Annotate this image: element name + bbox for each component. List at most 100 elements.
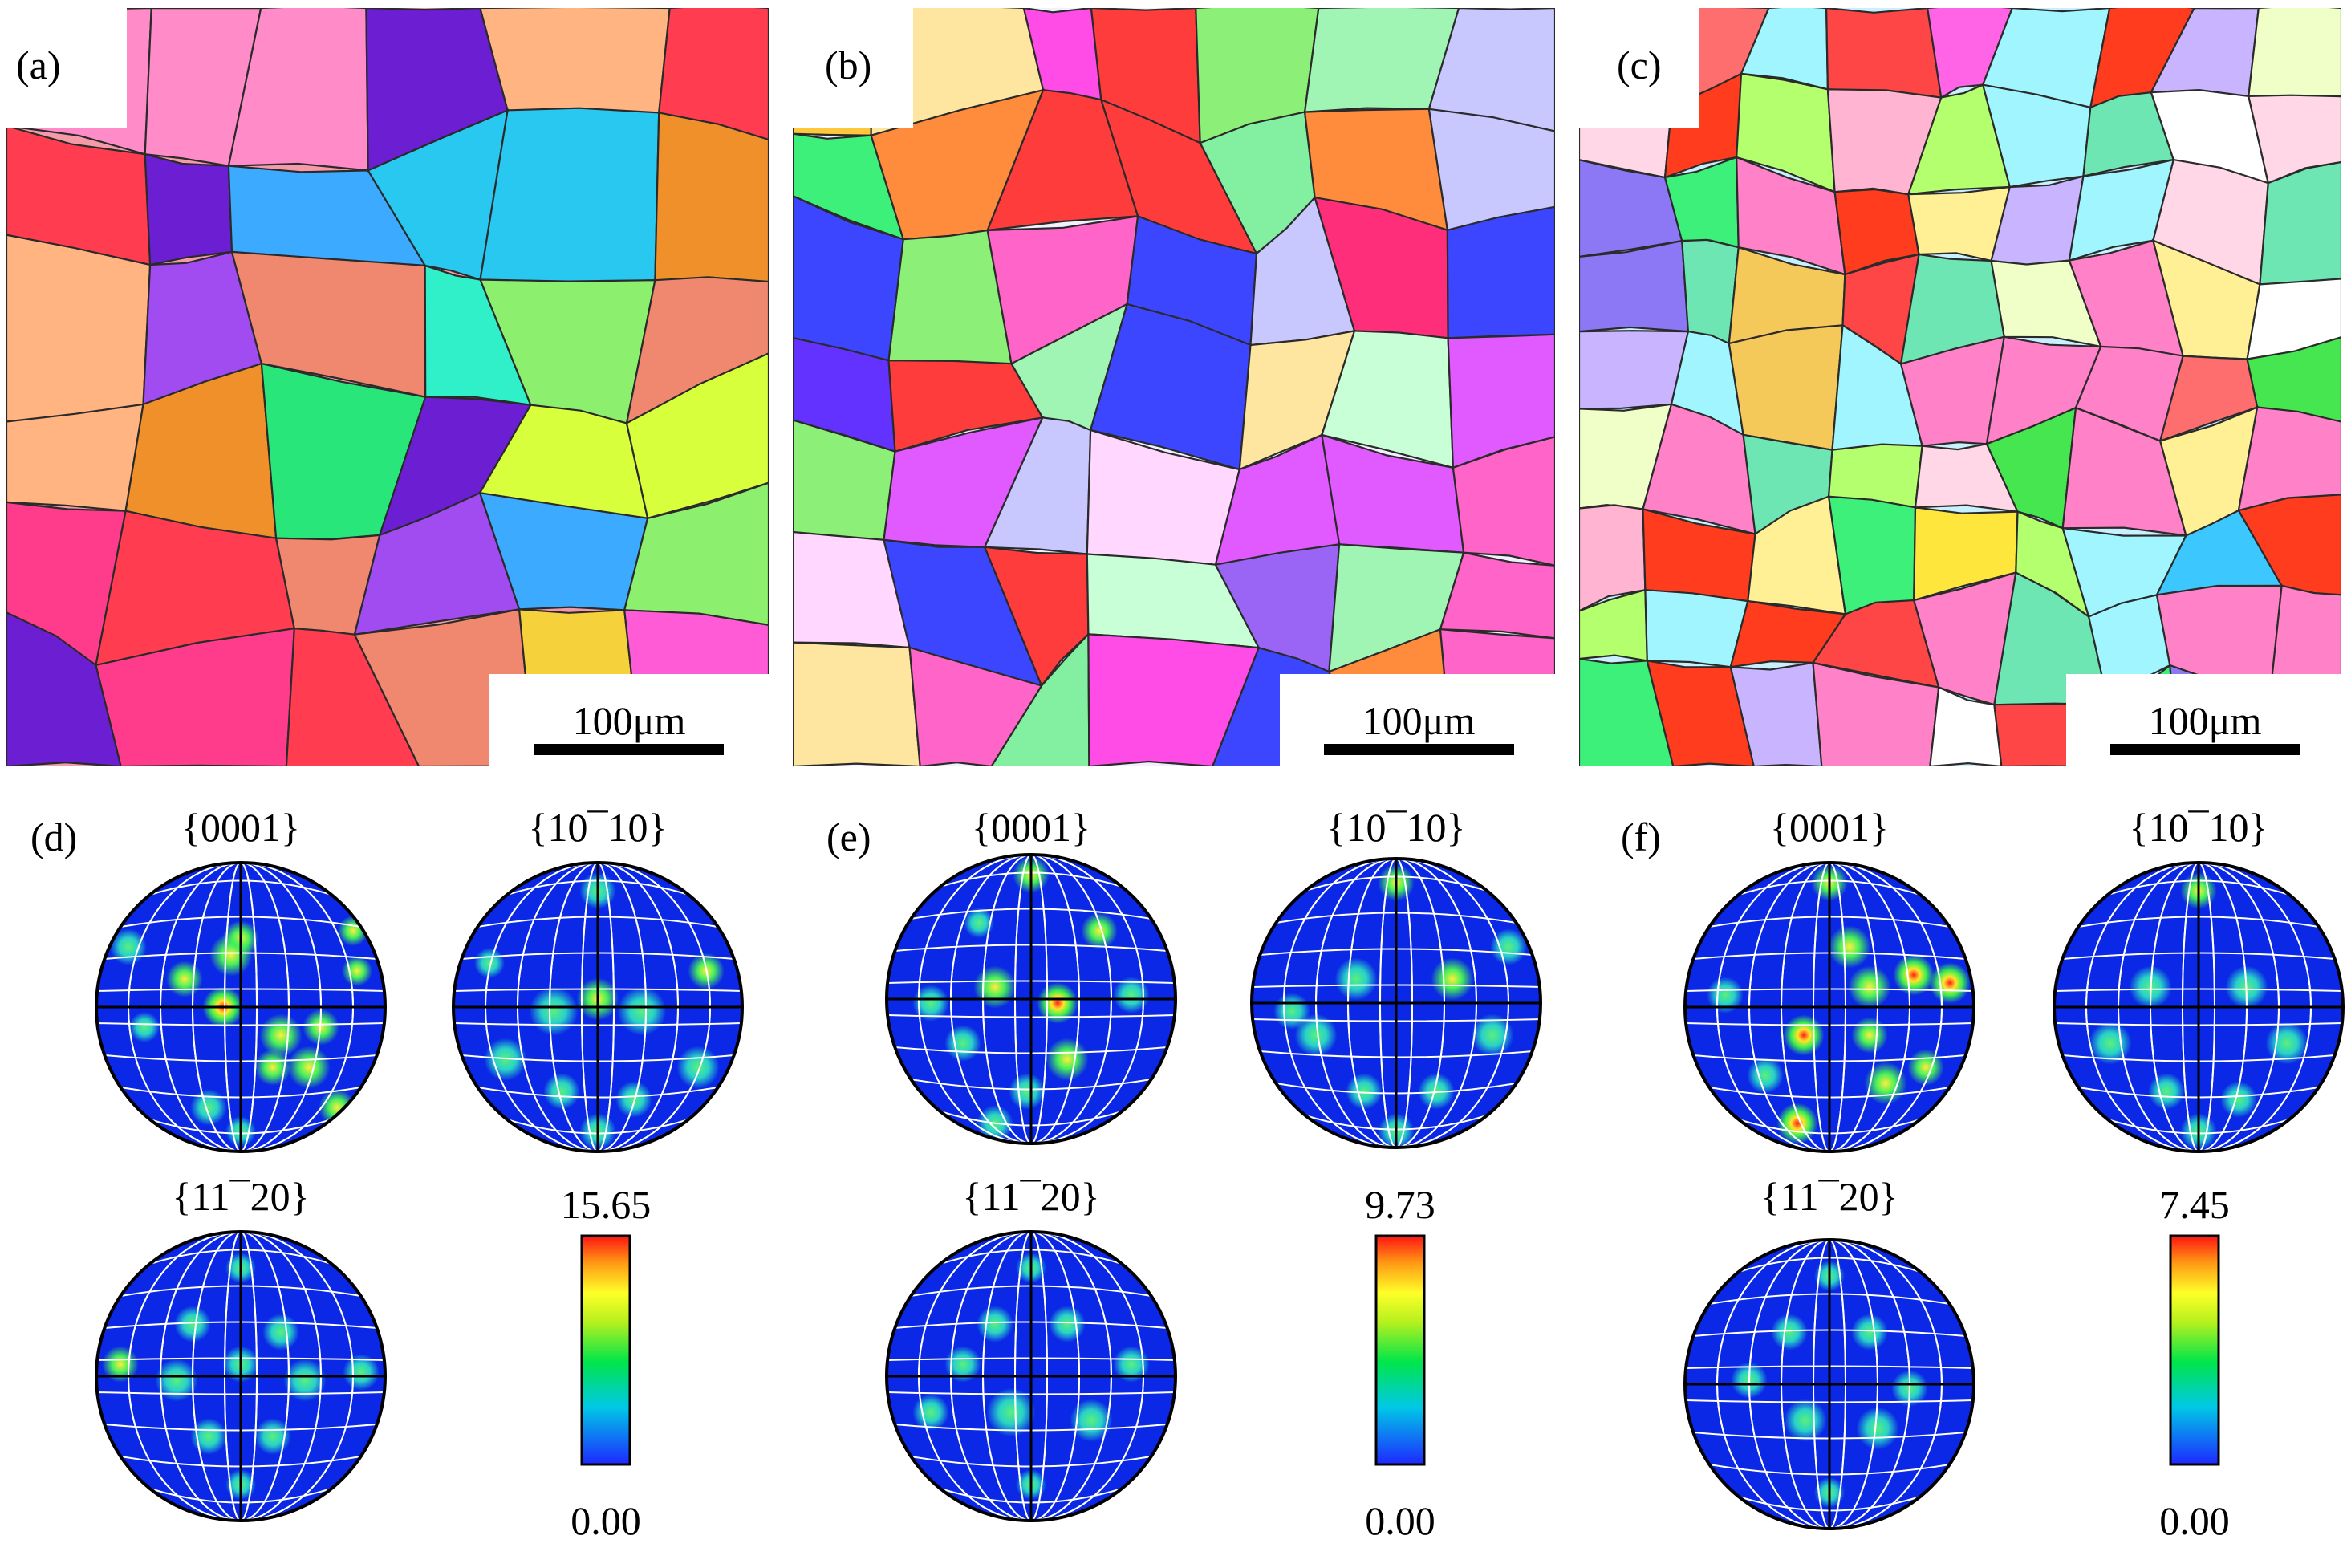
grain [793,641,921,766]
grain [6,611,122,766]
intensity-spot [129,1012,160,1042]
intensity-spot [254,1049,291,1086]
intensity-spot [1828,925,1871,969]
intensity-spot [1851,1017,1888,1054]
intensity-spot [1081,912,1118,949]
grain [1579,239,1690,333]
pf-outline [2053,861,2345,1153]
intensity-spot [615,1081,652,1118]
intensity-spot [1431,957,1474,1001]
pole-figure-0001-f [1683,861,1975,1153]
pf-title-0001-d: {0001} [181,805,300,850]
intensity-spot [174,1306,211,1343]
pole-figure-1010-e [1250,857,1542,1149]
pole-figure-1120-d [95,1230,387,1522]
intensity-spot [1893,954,1935,996]
intensity-spot [973,965,1017,1009]
colorbar-max-f: 7.45 [2159,1182,2230,1227]
grain [479,107,660,283]
intensity-spot [617,986,667,1036]
intensity-spot [543,1073,580,1110]
grain-map-b [793,8,1555,766]
pf-outline [95,1230,387,1522]
intensity-spot [190,1418,227,1455]
pf-title-0001-f: {0001} [1770,805,1889,850]
grain [1579,657,1675,766]
grain [1825,8,1943,99]
intensity-spot [1046,1038,1089,1081]
colorbar-f: 7.45 0.00 [2159,1182,2230,1543]
pf-title-1120-e: {11¯20} [962,1174,1099,1219]
pf-title-1010-f: {10¯10} [2130,805,2268,850]
grain [144,152,233,266]
group-label-f: (f) [1621,814,1661,859]
intensity-spot [2089,1022,2132,1065]
pole-group-f: (f) {0001} {10¯10} {11¯20} 7.45 0.00 [1621,805,2345,1543]
pf-outline [452,861,744,1153]
intensity-spot [1049,1306,1086,1343]
intensity-spot [964,908,994,938]
intensity-spot [1851,1314,1888,1351]
colorbar-max-e: 9.73 [1365,1182,1435,1227]
panel-label-c: (c) [1617,43,1662,87]
intensity-spot [1929,962,1971,1004]
grain [479,8,671,116]
intensity-spot [1113,1346,1150,1383]
pf-outline [1250,857,1542,1149]
grain [908,646,1043,766]
intensity-spot [1771,1314,1808,1351]
intensity-spot [342,956,372,986]
pole-group-d: (d) {0001} {10¯10} {11¯20} 15.65 0.00 [30,805,744,1543]
grain [1929,685,2003,766]
pole-figure-0001-d [95,861,387,1153]
grain [1646,660,1755,766]
pf-outline [1683,861,1975,1153]
intensity-spot [319,1089,355,1126]
intensity-spot [1113,977,1150,1014]
intensity-spot [1418,1073,1455,1110]
panel-label-b: (b) [825,43,871,87]
pole-figure-1120-e [885,1230,1177,1522]
intensity-spot [1490,928,1527,965]
intensity-spot [1009,1073,1046,1110]
group-label-d: (d) [30,814,77,859]
colorbar-min-d: 0.00 [571,1498,641,1543]
intensity-spot [944,1025,981,1062]
pf-title-1010-d: {10¯10} [529,805,668,850]
pf-outline [885,853,1177,1145]
grain [654,112,769,285]
pf-outline [1683,1238,1975,1530]
grain [6,234,152,423]
grain [1446,205,1555,339]
intensity-spot [166,961,203,997]
group-label-e: (e) [826,814,871,859]
pole-figure-1010-f [2053,861,2345,1153]
intensity-spot [986,1387,1036,1437]
intensity-spot [1294,1014,1338,1057]
grain [990,632,1090,766]
grain [95,627,295,766]
pf-title-1120-d: {11¯20} [172,1174,309,1219]
colorbar-max-d: 15.65 [561,1182,652,1227]
pole-figure-1010-d [452,861,744,1153]
scale-bar-a [534,744,724,755]
grain [1729,661,1823,766]
intensity-spot [262,1314,299,1351]
intensity-spot [1783,1014,1825,1056]
colorbar-min-f: 0.00 [2159,1498,2230,1543]
intensity-spot [1856,1407,1899,1450]
panel-label-a: (a) [16,43,61,87]
scale-bar-b [1324,744,1514,755]
pole-figure-1120-f [1683,1238,1975,1530]
intensity-spot [1334,957,1378,1001]
intensity-spot [155,1359,198,1402]
grain [1087,633,1261,766]
intensity-spot [912,1394,949,1431]
intensity-spot [2220,1081,2257,1118]
intensity-spot [676,1046,720,1089]
intensity-spot [1707,977,1744,1014]
scale-bar-c [2110,744,2300,755]
intensity-spot [259,1014,303,1057]
grain [1579,330,1690,410]
